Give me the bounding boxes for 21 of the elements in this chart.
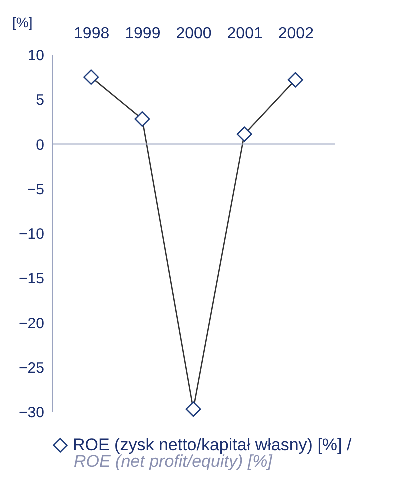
- point: [236, 126, 252, 142]
- x-tick-label: 2000: [176, 26, 212, 42]
- y-tick-label: −25: [19, 360, 44, 377]
- point: [186, 402, 202, 418]
- y-tick-label: −15: [19, 270, 44, 288]
- x-tick-label: 2001: [227, 26, 263, 42]
- y-tick-label: 0: [36, 136, 44, 154]
- y-tick-label: −5: [27, 181, 44, 198]
- point: [288, 72, 304, 88]
- y-tick-label: −20: [19, 315, 44, 332]
- x-tick-label: 1999: [125, 26, 161, 42]
- x-tick-label: 2002: [278, 26, 314, 42]
- legend-label: ROE (zysk netto/kapitał własny) [%] /: [73, 436, 352, 454]
- y-tick-label: 10: [28, 48, 44, 64]
- point: [84, 70, 100, 86]
- y-tick-label: −10: [19, 226, 44, 243]
- y-axis-title: [%]: [12, 14, 33, 30]
- point: [134, 112, 150, 127]
- y-tick-label: 5: [36, 92, 44, 110]
- y-tick-label: −30: [19, 404, 44, 422]
- x-tick-label: 1998: [74, 26, 110, 42]
